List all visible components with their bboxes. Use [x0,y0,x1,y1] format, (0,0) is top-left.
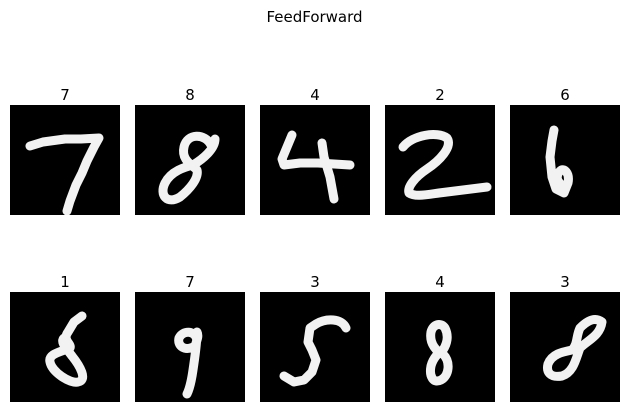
digit-image [385,292,495,402]
digit-panel-1: 7 [10,85,120,215]
digit-image [10,105,120,215]
predicted-label: 2 [435,86,445,104]
digit-panel-8: 3 [260,272,370,402]
digit-panel-4: 2 [385,85,495,215]
digit-image [135,105,245,215]
figure-title: FeedForward [266,8,363,26]
digit-image [510,292,620,402]
digit-panel-5: 6 [510,85,620,215]
digit-panel-7: 7 [135,272,245,402]
predicted-label: 7 [185,273,195,291]
digit-image [10,292,120,402]
digit-panel-6: 1 [10,272,120,402]
predicted-label: 8 [185,86,195,104]
digit-panel-9: 4 [385,272,495,402]
digit-panel-3: 4 [260,85,370,215]
predicted-label: 4 [310,86,320,104]
predicted-label: 1 [60,273,70,291]
predicted-label: 3 [310,273,320,291]
digit-image [385,105,495,215]
digit-image [135,292,245,402]
digit-panel-10: 3 [510,272,620,402]
predicted-label: 6 [560,86,570,104]
predicted-label: 3 [560,273,570,291]
digit-image [510,105,620,215]
digit-image [260,292,370,402]
predicted-label: 4 [435,273,445,291]
digit-panel-2: 8 [135,85,245,215]
digit-image [260,105,370,215]
predicted-label: 7 [60,86,70,104]
